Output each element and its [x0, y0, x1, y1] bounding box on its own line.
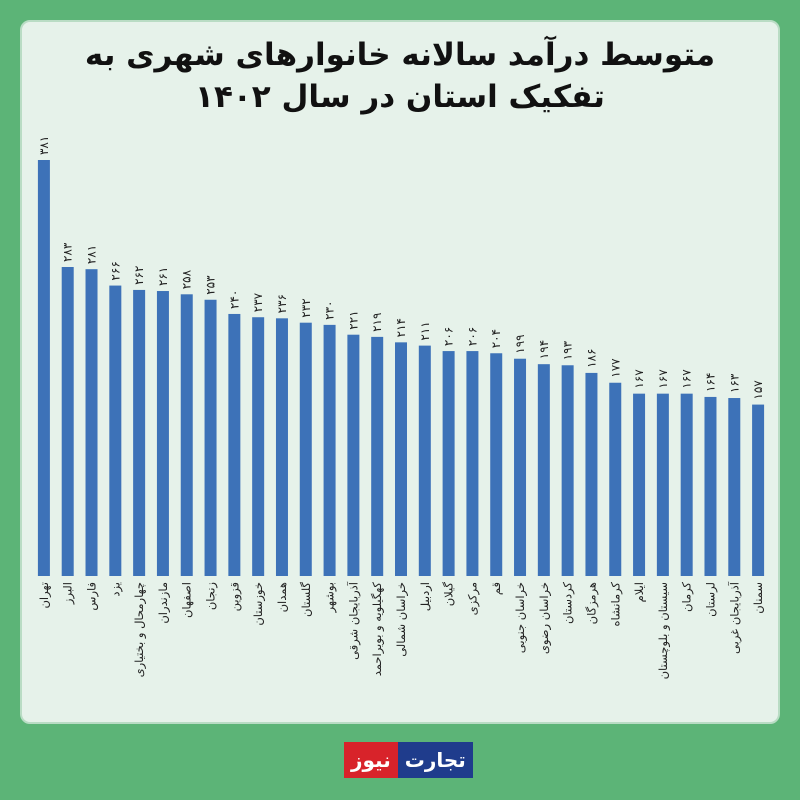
value-label: ۲۱۴	[394, 318, 408, 337]
bar	[299, 322, 312, 576]
value-label: ۲۶۱	[156, 267, 170, 286]
x-tick-label: قزوین	[227, 582, 242, 611]
bar	[275, 318, 288, 576]
value-label: ۲۳۰	[323, 301, 337, 320]
x-tick-label: هرمزگان	[584, 582, 599, 624]
x-tick-label: گلستان	[299, 581, 313, 616]
bar	[704, 396, 717, 576]
bar	[371, 336, 384, 576]
bar	[156, 291, 169, 576]
value-label: ۲۵۸	[180, 269, 194, 289]
x-tick-label: مازندران	[156, 582, 171, 624]
value-label: ۳۸۱	[37, 136, 51, 155]
x-tick-label: تهران	[37, 582, 52, 609]
x-tick-label: بوشهر	[323, 582, 338, 613]
value-label: ۱۶۷	[680, 369, 694, 389]
x-tick-label: کهگیلویه و بویراحمد	[370, 581, 385, 676]
bar	[204, 299, 217, 576]
bar	[466, 351, 479, 576]
bar	[656, 393, 669, 576]
x-tick-label: کردستان	[561, 581, 576, 624]
x-tick-label: البرز	[61, 582, 76, 605]
bar	[609, 382, 622, 576]
x-tick-label: آذربایجان غربی	[727, 581, 742, 654]
bar	[109, 285, 122, 576]
bar	[633, 393, 646, 576]
value-label: ۱۶۷	[632, 369, 646, 389]
value-label: ۲۸۱	[85, 245, 99, 264]
bar	[680, 393, 693, 576]
x-tick-label: کرمان	[680, 581, 695, 611]
value-label: ۱۸۶	[584, 349, 598, 368]
x-tick-label: خوزستان	[251, 582, 266, 626]
value-label: ۲۰۴	[489, 329, 503, 348]
logo-text: تجارت	[397, 742, 473, 778]
x-tick-label: یزد	[108, 582, 123, 597]
x-tick-label: لرستان	[703, 582, 718, 617]
bar	[228, 313, 241, 576]
bar	[133, 289, 146, 576]
bar	[561, 365, 574, 576]
value-label: ۱۷۷	[608, 358, 622, 378]
x-tick-label: اصفهان	[180, 582, 194, 618]
value-label: ۲۶۲	[132, 266, 146, 285]
bar	[728, 398, 741, 576]
value-label: ۲۲۱	[346, 310, 360, 329]
bar	[347, 334, 360, 576]
value-label: ۱۶۷	[656, 369, 670, 389]
logo: تجارت نیوز	[344, 742, 473, 778]
x-tick-label: چهارمحال و بختیاری	[132, 582, 147, 677]
value-label: ۲۳۲	[299, 298, 313, 317]
value-label: ۱۹۹	[513, 334, 527, 353]
value-label: ۲۳۷	[251, 292, 265, 312]
value-label: ۱۵۷	[751, 380, 765, 400]
x-tick-label: سمنان	[751, 582, 765, 614]
bar	[180, 294, 193, 576]
value-label: ۲۰۶	[465, 327, 479, 346]
chart-title: متوسط درآمد سالانه خانوارهای شهری به تفک…	[84, 37, 716, 115]
x-tick-label: سیستان و بلوچستان	[656, 582, 671, 679]
x-tick-label: مرکزی	[465, 582, 480, 615]
value-label: ۲۰۶	[442, 327, 456, 346]
x-tick-label: خراسان شمالی	[394, 582, 409, 657]
bar	[395, 342, 407, 576]
bar	[323, 324, 336, 576]
bar	[537, 364, 550, 576]
x-tick-label: خراسان جنوبی	[513, 582, 528, 653]
bar	[37, 160, 50, 576]
bar	[585, 372, 598, 576]
value-label: ۲۴۰	[227, 290, 241, 309]
value-label: ۱۶۴	[703, 373, 717, 392]
bar	[514, 358, 527, 576]
x-tick-label: زنجان	[204, 582, 219, 610]
value-label: ۲۱۱	[418, 321, 432, 340]
x-tick-label: کرمانشاه	[608, 581, 623, 626]
value-label: ۲۵۳	[204, 275, 218, 295]
bar	[418, 345, 431, 576]
bar	[61, 267, 74, 576]
bar	[752, 404, 765, 576]
value-label: ۱۹۳	[561, 340, 575, 360]
x-tick-label: همدان	[275, 582, 289, 612]
value-label: ۲۶۶	[108, 261, 122, 280]
x-tick-label: اردبیل	[418, 582, 433, 611]
x-tick-label: فارس	[85, 582, 100, 611]
value-label: ۲۳۶	[275, 294, 289, 313]
bar	[85, 269, 98, 576]
value-label: ۲۱۹	[370, 313, 384, 332]
bar	[442, 351, 455, 576]
bar	[252, 317, 265, 576]
x-tick-label: خراسان رضوی	[537, 582, 552, 654]
x-tick-label: گیلان	[442, 581, 456, 606]
x-tick-label: آذربایجان شرقی	[346, 581, 361, 660]
x-tick-label: ایلام	[632, 582, 646, 602]
bar	[490, 353, 503, 576]
x-tick-label: قم	[489, 582, 503, 595]
value-label: ۱۹۴	[537, 340, 551, 359]
logo-text: نیوز	[344, 742, 398, 778]
value-label: ۱۶۳	[727, 373, 741, 393]
value-label: ۲۸۳	[61, 242, 75, 262]
